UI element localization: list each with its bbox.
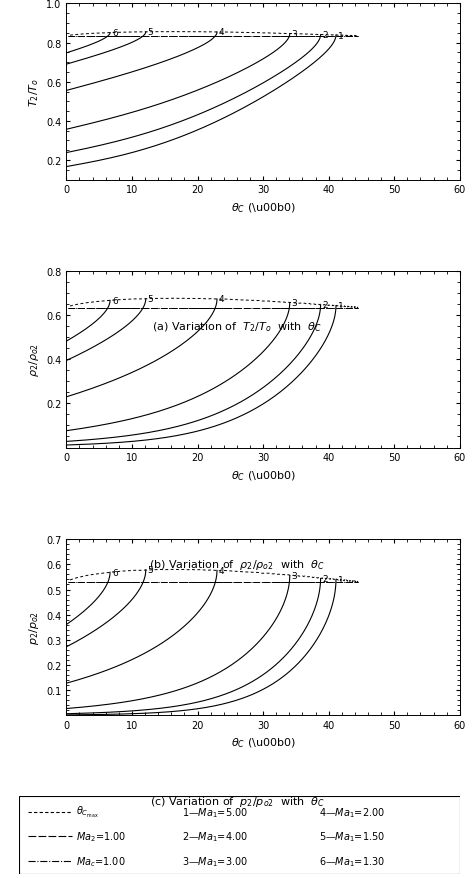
Y-axis label: $\rho_2/\rho_{o2}$: $\rho_2/\rho_{o2}$	[27, 343, 41, 377]
Text: 4: 4	[219, 566, 225, 575]
Text: $Ma_2$=1.00: $Ma_2$=1.00	[76, 830, 127, 844]
Text: 1: 1	[338, 32, 344, 40]
Text: 4: 4	[219, 28, 225, 38]
Text: 6: 6	[112, 297, 118, 306]
X-axis label: $\theta_C$ (\u00b0): $\theta_C$ (\u00b0)	[230, 201, 296, 214]
Text: 6: 6	[112, 29, 118, 38]
Text: 1: 1	[338, 302, 344, 311]
Text: $1$—$Ma_1$=5.00: $1$—$Ma_1$=5.00	[182, 805, 248, 818]
Text: $3$—$Ma_1$=3.00: $3$—$Ma_1$=3.00	[182, 854, 248, 868]
Text: $4$—$Ma_1$=2.00: $4$—$Ma_1$=2.00	[319, 805, 385, 818]
Text: (b) Variation of  $\rho_2/\rho_{o2}$  with  $\theta_C$: (b) Variation of $\rho_2/\rho_{o2}$ with…	[149, 558, 325, 572]
Text: 3: 3	[292, 572, 298, 580]
Text: 4: 4	[219, 295, 225, 304]
Text: $\theta_{C_{\max}}$: $\theta_{C_{\max}}$	[76, 804, 99, 819]
Text: $6$—$Ma_1$=1.30: $6$—$Ma_1$=1.30	[319, 854, 385, 868]
Text: (c) Variation of  $p_2/p_{o2}$  with  $\theta_C$: (c) Variation of $p_2/p_{o2}$ with $\the…	[149, 795, 325, 809]
Text: 5: 5	[148, 295, 154, 304]
X-axis label: $\theta_C$ (\u00b0): $\theta_C$ (\u00b0)	[230, 736, 296, 750]
Text: 2: 2	[323, 31, 328, 40]
Text: 3: 3	[292, 299, 298, 308]
Text: 6: 6	[112, 568, 118, 577]
Text: (a) Variation of  $T_2/T_o$  with  $\theta_C$: (a) Variation of $T_2/T_o$ with $\theta_…	[152, 320, 322, 334]
Y-axis label: $T_2/T_o$: $T_2/T_o$	[27, 78, 41, 107]
Text: $Ma_c$=1.00: $Ma_c$=1.00	[76, 854, 126, 868]
Text: $5$—$Ma_1$=1.50: $5$—$Ma_1$=1.50	[319, 830, 385, 844]
Text: 3: 3	[292, 30, 298, 40]
Y-axis label: $p_2/p_{o2}$: $p_2/p_{o2}$	[27, 610, 41, 644]
Text: 1: 1	[338, 575, 344, 584]
Text: 2: 2	[323, 301, 328, 310]
Text: 2: 2	[323, 574, 328, 583]
Text: 5: 5	[148, 28, 154, 37]
Text: $2$—$Ma_1$=4.00: $2$—$Ma_1$=4.00	[182, 830, 248, 844]
Text: 5: 5	[148, 565, 154, 575]
X-axis label: $\theta_C$ (\u00b0): $\theta_C$ (\u00b0)	[230, 468, 296, 482]
